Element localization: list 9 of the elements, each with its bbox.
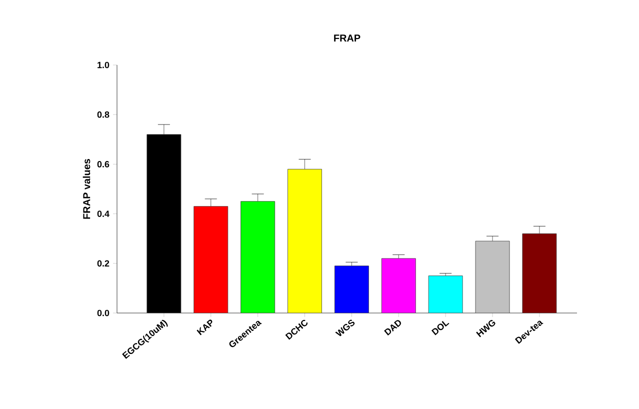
y-tick-label: 1.0 [98, 62, 110, 68]
x-tick-label: DOL [431, 321, 450, 336]
y-tick-label: 0.4 [97, 210, 110, 217]
y-tick-label: 0.2 [97, 260, 110, 267]
y-tick-label: 0.0 [97, 310, 110, 316]
y-tick-label: 0.8 [97, 111, 110, 118]
y-axis-title: FRAP values [82, 158, 90, 219]
y-tick-label: 0.6 [97, 161, 110, 168]
chart-title: FRAP [334, 34, 360, 42]
